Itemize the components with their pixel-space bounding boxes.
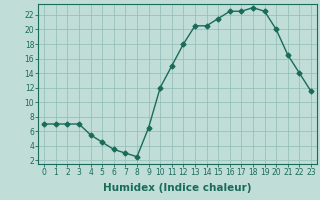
X-axis label: Humidex (Indice chaleur): Humidex (Indice chaleur) (103, 183, 252, 193)
